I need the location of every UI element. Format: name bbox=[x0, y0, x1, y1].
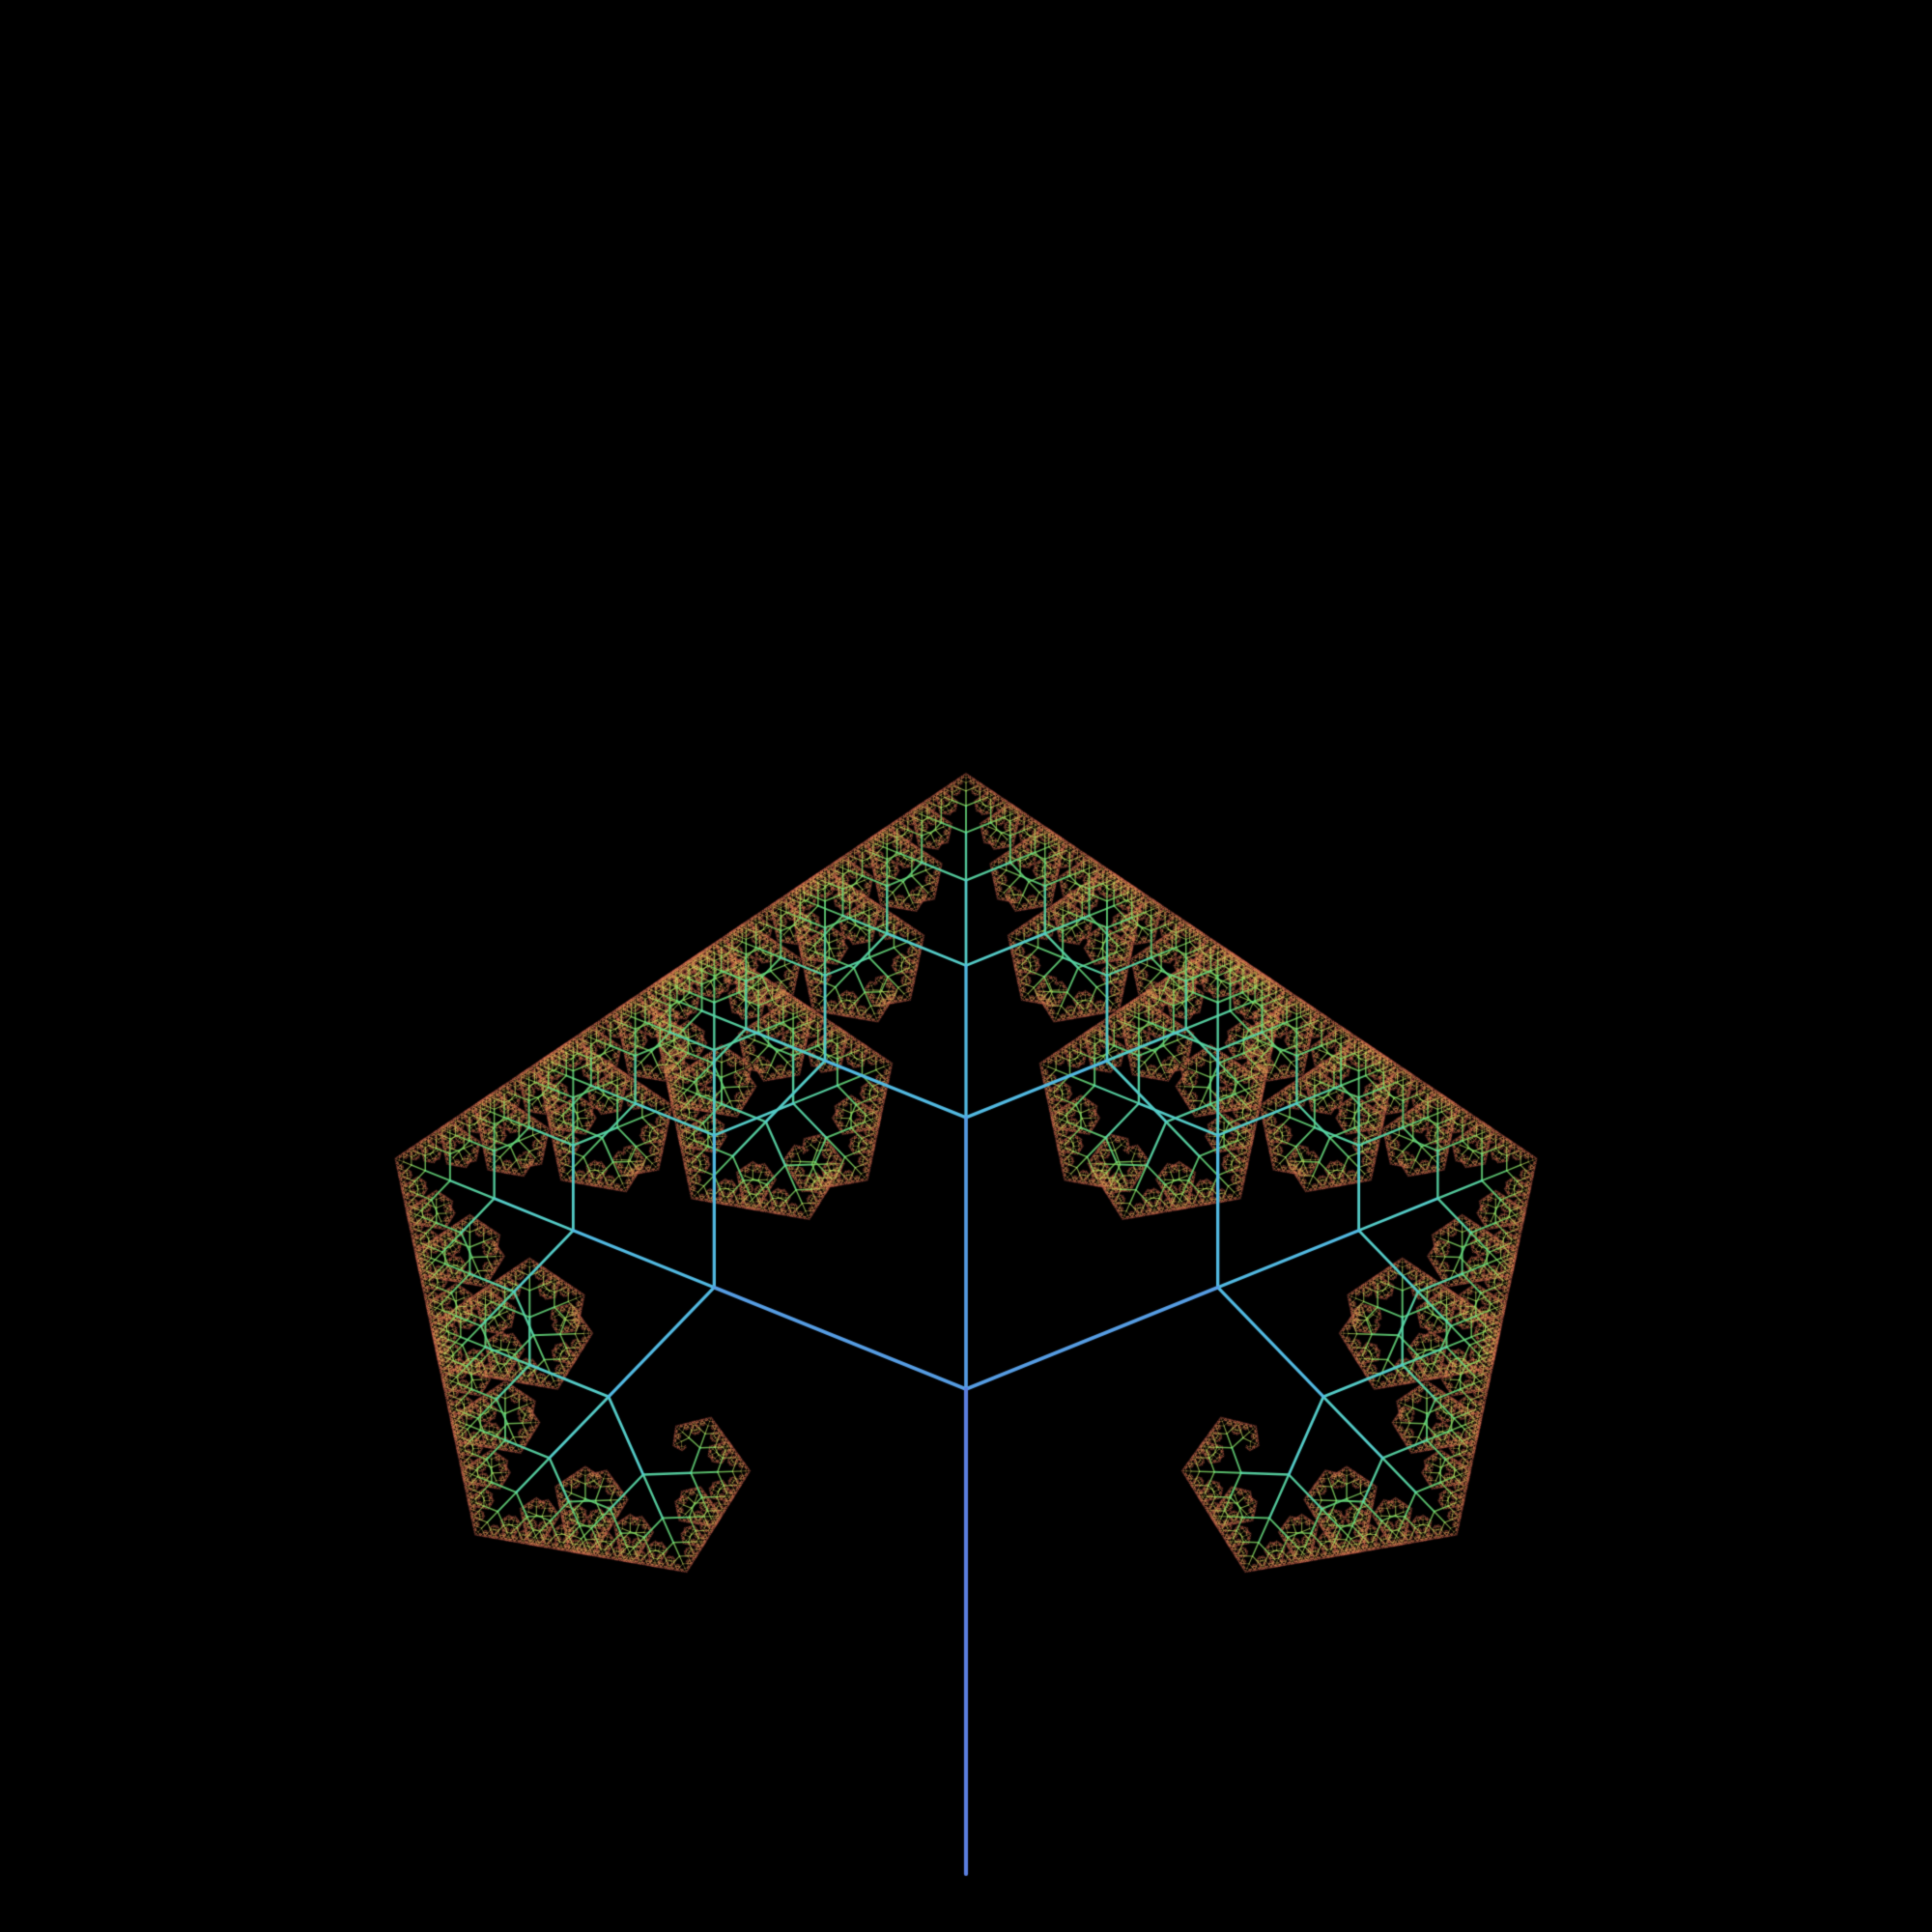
fractal-tree-canvas bbox=[0, 0, 1932, 1932]
fractal-stage bbox=[0, 0, 1932, 1932]
